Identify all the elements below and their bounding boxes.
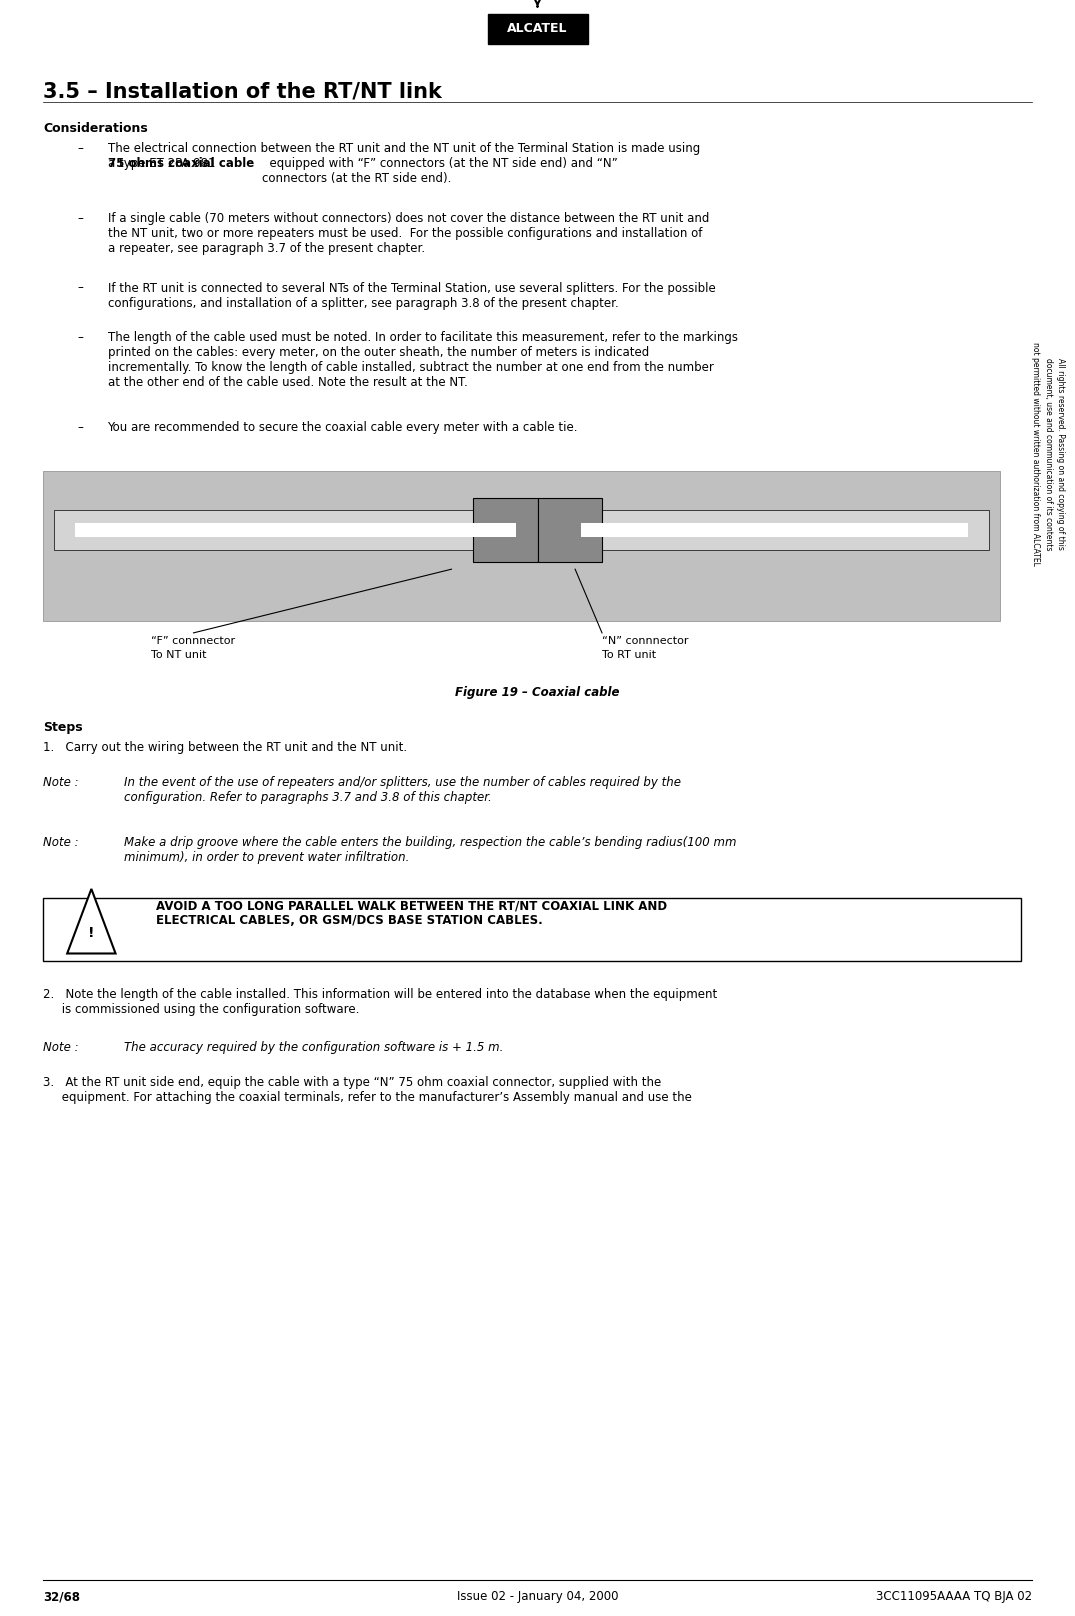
- Text: –: –: [77, 142, 84, 155]
- Text: Considerations: Considerations: [43, 121, 147, 134]
- Text: AVOID A TOO LONG PARALLEL WALK BETWEEN THE RT/NT COAXIAL LINK AND
ELECTRICAL CAB: AVOID A TOO LONG PARALLEL WALK BETWEEN T…: [156, 898, 666, 928]
- Text: Note :: Note :: [43, 1041, 83, 1054]
- Text: 1.   Carry out the wiring between the RT unit and the NT unit.: 1. Carry out the wiring between the RT u…: [43, 742, 407, 755]
- Text: To NT unit: To NT unit: [151, 650, 206, 659]
- Text: In the event of the use of repeaters and/or splitters, use the number of cables : In the event of the use of repeaters and…: [124, 776, 680, 803]
- FancyBboxPatch shape: [538, 498, 602, 562]
- Text: Steps: Steps: [43, 721, 83, 734]
- Polygon shape: [67, 889, 116, 953]
- Text: All rights reserved. Passing on and copying of this
document, use and communicat: All rights reserved. Passing on and copy…: [1031, 343, 1065, 566]
- Text: 75 ohms coaxial cable: 75 ohms coaxial cable: [108, 157, 254, 170]
- Text: –: –: [77, 212, 84, 225]
- FancyBboxPatch shape: [75, 524, 516, 537]
- Text: ALCATEL: ALCATEL: [507, 23, 568, 36]
- Text: The electrical connection between the RT unit and the NT unit of the Terminal St: The electrical connection between the RT…: [108, 142, 700, 170]
- Text: !: !: [88, 926, 95, 941]
- Text: If a single cable (70 meters without connectors) does not cover the distance bet: If a single cable (70 meters without con…: [108, 212, 708, 255]
- Text: 3CC11095AAAA TQ BJA 02: 3CC11095AAAA TQ BJA 02: [876, 1590, 1032, 1603]
- Text: To RT unit: To RT unit: [602, 650, 656, 659]
- Text: Note :: Note :: [43, 835, 83, 848]
- Text: “N” connnector: “N” connnector: [602, 637, 688, 646]
- FancyBboxPatch shape: [43, 898, 1021, 962]
- Text: –: –: [77, 422, 84, 435]
- FancyBboxPatch shape: [580, 524, 968, 537]
- Text: 32/68: 32/68: [43, 1590, 80, 1603]
- FancyBboxPatch shape: [43, 472, 1000, 621]
- Text: equipped with “F” connectors (at the NT side end) and “N”
connectors (at the RT : equipped with “F” connectors (at the NT …: [262, 157, 618, 184]
- Text: Make a drip groove where the cable enters the building, respection the cable’s b: Make a drip groove where the cable enter…: [124, 835, 736, 865]
- Text: You are recommended to secure the coaxial cable every meter with a cable tie.: You are recommended to secure the coaxia…: [108, 422, 578, 435]
- Text: If the RT unit is connected to several NTs of the Terminal Station, use several : If the RT unit is connected to several N…: [108, 281, 715, 310]
- Text: The accuracy required by the configuration software is + 1.5 m.: The accuracy required by the configurati…: [124, 1041, 503, 1054]
- FancyBboxPatch shape: [473, 498, 538, 562]
- Text: 3.5 – Installation of the RT/NT link: 3.5 – Installation of the RT/NT link: [43, 82, 442, 102]
- Text: Issue 02 - January 04, 2000: Issue 02 - January 04, 2000: [457, 1590, 618, 1603]
- Text: “F” connnector: “F” connnector: [151, 637, 234, 646]
- Text: –: –: [77, 331, 84, 344]
- FancyBboxPatch shape: [559, 511, 989, 549]
- Text: –: –: [77, 281, 84, 294]
- FancyBboxPatch shape: [487, 15, 588, 44]
- Text: Note :: Note :: [43, 776, 83, 789]
- Text: The length of the cable used must be noted. In order to facilitate this measurem: The length of the cable used must be not…: [108, 331, 737, 389]
- Text: 3.   At the RT unit side end, equip the cable with a type “N” 75 ohm coaxial con: 3. At the RT unit side end, equip the ca…: [43, 1076, 692, 1104]
- FancyBboxPatch shape: [54, 511, 516, 549]
- Text: Figure 19 – Coaxial cable: Figure 19 – Coaxial cable: [455, 687, 620, 700]
- Text: 2.   Note the length of the cable installed. This information will be entered in: 2. Note the length of the cable installe…: [43, 987, 717, 1016]
